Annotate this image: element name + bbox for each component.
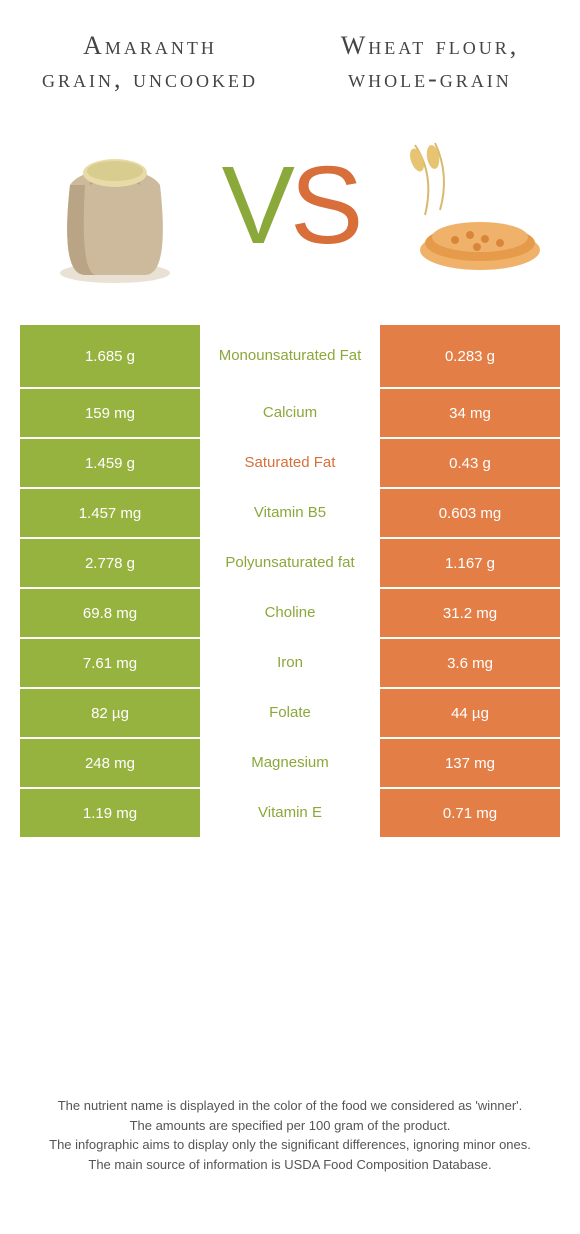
nutrient-label: Saturated Fat <box>200 439 380 487</box>
nutrient-label: Polyunsaturated fat <box>200 539 380 587</box>
left-value: 1.19 mg <box>20 789 200 837</box>
nutrient-row: 1.459 gSaturated Fat0.43 g <box>20 439 560 489</box>
left-value: 1.457 mg <box>20 489 200 537</box>
right-value: 0.283 g <box>380 325 560 387</box>
vs-label: VS <box>222 142 359 269</box>
right-value: 3.6 mg <box>380 639 560 687</box>
footer-line: The main source of information is USDA F… <box>30 1155 550 1175</box>
nutrient-row: 2.778 gPolyunsaturated fat1.167 g <box>20 539 560 589</box>
footer-line: The amounts are specified per 100 gram o… <box>30 1116 550 1136</box>
left-food-image <box>30 120 200 290</box>
nutrient-row: 82 µgFolate44 µg <box>20 689 560 739</box>
left-value: 1.459 g <box>20 439 200 487</box>
nutrient-label: Iron <box>200 639 380 687</box>
footer-notes: The nutrient name is displayed in the co… <box>0 1096 580 1174</box>
right-value: 137 mg <box>380 739 560 787</box>
nutrient-row: 248 mgMagnesium137 mg <box>20 739 560 789</box>
nutrient-label: Folate <box>200 689 380 737</box>
nutrient-label: Choline <box>200 589 380 637</box>
right-value: 34 mg <box>380 389 560 437</box>
left-food-title: Amaranth grain, uncooked <box>40 30 260 95</box>
nutrient-label: Monounsaturated Fat <box>200 325 380 387</box>
right-food-image <box>380 120 550 290</box>
vs-row: VS <box>0 105 580 325</box>
nutrient-row: 1.457 mgVitamin B50.603 mg <box>20 489 560 539</box>
left-value: 248 mg <box>20 739 200 787</box>
right-food-title: Wheat flour, whole-grain <box>320 30 540 95</box>
left-value: 82 µg <box>20 689 200 737</box>
wheat-grain-icon <box>385 135 545 275</box>
left-value: 1.685 g <box>20 325 200 387</box>
nutrient-row: 1.685 gMonounsaturated Fat0.283 g <box>20 325 560 389</box>
right-value: 0.603 mg <box>380 489 560 537</box>
left-value: 69.8 mg <box>20 589 200 637</box>
right-value: 0.43 g <box>380 439 560 487</box>
grain-sack-icon <box>40 125 190 285</box>
right-value: 44 µg <box>380 689 560 737</box>
right-value: 1.167 g <box>380 539 560 587</box>
vs-s: S <box>290 144 358 267</box>
footer-line: The nutrient name is displayed in the co… <box>30 1096 550 1116</box>
nutrient-row: 159 mgCalcium34 mg <box>20 389 560 439</box>
vs-v: V <box>222 144 290 267</box>
nutrient-row: 1.19 mgVitamin E0.71 mg <box>20 789 560 839</box>
left-value: 7.61 mg <box>20 639 200 687</box>
nutrient-label: Vitamin B5 <box>200 489 380 537</box>
nutrient-label: Calcium <box>200 389 380 437</box>
nutrient-row: 69.8 mgCholine31.2 mg <box>20 589 560 639</box>
nutrient-label: Magnesium <box>200 739 380 787</box>
header: Amaranth grain, uncooked Wheat flour, wh… <box>0 0 580 105</box>
nutrient-label: Vitamin E <box>200 789 380 837</box>
right-value: 0.71 mg <box>380 789 560 837</box>
nutrient-table: 1.685 gMonounsaturated Fat0.283 g159 mgC… <box>20 325 560 839</box>
footer-line: The infographic aims to display only the… <box>30 1135 550 1155</box>
left-value: 159 mg <box>20 389 200 437</box>
left-value: 2.778 g <box>20 539 200 587</box>
right-value: 31.2 mg <box>380 589 560 637</box>
nutrient-row: 7.61 mgIron3.6 mg <box>20 639 560 689</box>
